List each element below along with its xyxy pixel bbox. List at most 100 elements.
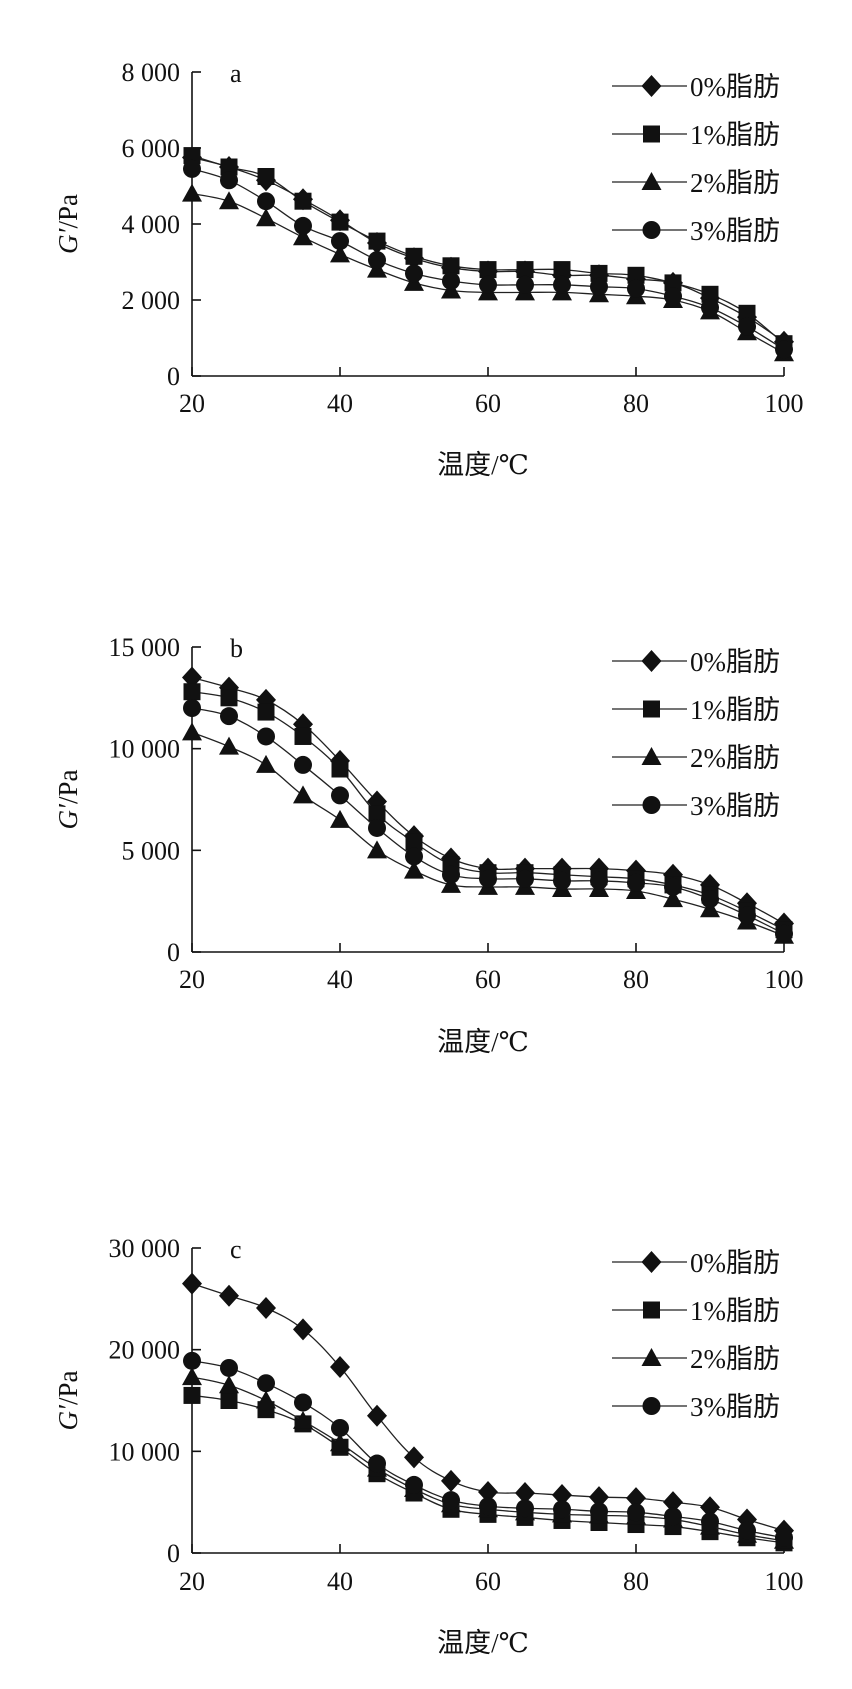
data-point-square [738, 304, 756, 322]
legend-marker-circle [642, 796, 661, 814]
data-point-triangle [182, 722, 202, 741]
data-point-circle [664, 1507, 682, 1526]
legend-item: 0%脂肪 [612, 1248, 780, 1278]
y-tick-label: 15 000 [109, 633, 181, 662]
data-point-circle [183, 159, 201, 178]
data-point-diamond [515, 1482, 535, 1505]
x-tick-label: 80 [623, 389, 649, 418]
y-axis-title: G′/Pa [53, 194, 83, 254]
data-point-circle [516, 1499, 534, 1518]
data-point-square [220, 689, 238, 707]
data-point-circle [257, 727, 275, 746]
panel-label: b [230, 634, 243, 663]
legend-item: 1%脂肪 [612, 120, 780, 150]
legend-label: 3%脂肪 [690, 1392, 780, 1422]
legend-item: 0%脂肪 [612, 647, 780, 677]
data-point-circle [516, 275, 534, 294]
y-axis-title-symbol: G′ [53, 1404, 83, 1430]
y-axis-title-symbol: G′ [53, 227, 83, 253]
x-tick-label: 100 [765, 965, 804, 994]
data-point-circle [701, 890, 719, 909]
chart-panel-b: 0 5 000 10 000 15 000 20 40 60 80 100 G′/Pa 温度/℃ b 0… [53, 633, 804, 1057]
data-point-circle [368, 1454, 386, 1473]
data-point-circle [775, 924, 793, 943]
data-point-diamond [182, 666, 202, 689]
x-tick-label: 100 [765, 389, 804, 418]
data-point-square [442, 257, 460, 275]
data-point-diamond [626, 1487, 646, 1510]
legend-label: 1%脂肪 [690, 695, 780, 725]
y-tick-label: 5 000 [122, 836, 181, 865]
data-point-triangle [330, 809, 350, 828]
legend-marker-square [643, 700, 660, 718]
data-point-triangle [256, 208, 276, 227]
legend-marker-diamond [641, 650, 662, 672]
x-axis-title: 温度/℃ [437, 1027, 529, 1057]
legend-item: 2%脂肪 [612, 168, 780, 198]
data-point-square [183, 147, 201, 165]
data-point-square [627, 266, 645, 284]
x-axis-title: 温度/℃ [437, 1628, 529, 1658]
data-point-square [479, 261, 497, 279]
data-point-diamond [441, 1469, 461, 1492]
data-point-circle [590, 277, 608, 296]
data-point-triangle [441, 874, 461, 893]
data-point-triangle [700, 899, 720, 918]
data-point-diamond [219, 1284, 239, 1307]
y-tick-label: 0 [167, 1539, 180, 1568]
chart-panel-c: 0 10 000 20 000 30 000 20 40 60 80 100 G′/Pa 温度/℃ c… [53, 1234, 804, 1658]
data-point-diamond [256, 1296, 276, 1319]
data-point-diamond [182, 1272, 202, 1295]
data-point-square [664, 274, 682, 292]
data-point-circle [405, 1475, 423, 1494]
series-circle [183, 159, 793, 359]
legend-label: 2%脂肪 [690, 743, 780, 773]
data-point-diamond [404, 1446, 424, 1469]
data-point-circle [331, 232, 349, 251]
data-point-circle [775, 1528, 793, 1547]
data-point-circle [220, 707, 238, 726]
data-point-square [257, 168, 275, 185]
data-point-circle [553, 1500, 571, 1519]
data-point-square [331, 213, 349, 231]
data-point-circle [331, 786, 349, 805]
series-square [183, 147, 793, 353]
legend-label: 1%脂肪 [690, 1296, 780, 1326]
legend-item: 3%脂肪 [612, 1392, 780, 1422]
y-axis-title: G′/Pa [53, 770, 83, 830]
data-point-diamond [589, 1486, 609, 1509]
series-circle [183, 1351, 793, 1547]
legend-label: 3%脂肪 [690, 216, 780, 246]
data-point-triangle [182, 183, 202, 202]
data-point-square [331, 760, 349, 778]
data-point-circle [220, 1358, 238, 1377]
data-point-circle [627, 279, 645, 298]
data-point-diamond [700, 1496, 720, 1519]
series-circle [183, 699, 793, 943]
x-tick-label: 20 [179, 1567, 205, 1596]
data-point-circle [664, 287, 682, 306]
legend-item: 2%脂肪 [612, 743, 780, 773]
legend-marker-diamond [641, 1251, 662, 1273]
y-tick-label: 2 000 [122, 286, 181, 315]
y-tick-label: 10 000 [109, 735, 181, 764]
legend-label: 2%脂肪 [690, 168, 780, 198]
y-axis-title-unit: /Pa [53, 194, 83, 229]
data-point-triangle [330, 1433, 350, 1452]
data-point-circle [627, 1503, 645, 1522]
x-tick-label: 60 [475, 1567, 501, 1596]
y-tick-label: 4 000 [122, 210, 181, 239]
y-axis-title-symbol: G′ [53, 803, 83, 829]
data-point-diamond [663, 1491, 683, 1514]
legend-marker-circle [642, 1397, 661, 1415]
data-point-circle [442, 865, 460, 884]
data-point-circle [553, 871, 571, 890]
x-tick-label: 80 [623, 965, 649, 994]
data-point-square [701, 285, 719, 303]
data-point-circle [701, 298, 719, 317]
data-point-circle [294, 216, 312, 235]
data-point-circle [183, 699, 201, 717]
x-tick-label: 40 [327, 389, 353, 418]
data-point-square [220, 1392, 238, 1409]
data-point-circle [368, 818, 386, 837]
